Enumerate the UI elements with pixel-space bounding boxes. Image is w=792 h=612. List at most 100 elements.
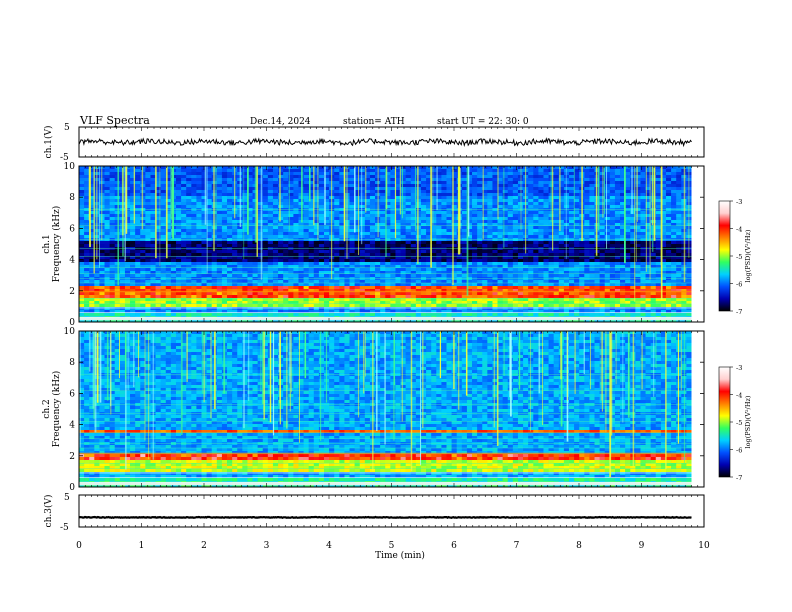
spectrogram-cell — [482, 256, 488, 260]
spectrogram-cell — [278, 223, 284, 227]
spectrogram-cell — [477, 214, 483, 218]
spectrogram-cell — [630, 286, 636, 290]
spectrogram-cell — [247, 274, 253, 278]
spectrogram-cell — [380, 217, 386, 221]
spectrogram-cell — [288, 271, 294, 275]
spectrogram-cell — [145, 169, 151, 173]
spectrogram-cell — [635, 169, 641, 173]
spectrogram-cell — [614, 244, 621, 248]
spectrogram-cell — [191, 205, 197, 209]
spectrogram-cell — [380, 178, 386, 182]
spectrogram-cell — [477, 202, 483, 206]
spectrogram-cell — [252, 250, 258, 254]
spectrogram-cell — [436, 250, 442, 254]
spectrogram-cell — [114, 190, 121, 194]
spectrogram-cell — [288, 229, 294, 233]
spectrogram-cell — [196, 181, 202, 185]
spectrogram-cell — [635, 286, 641, 290]
spectrogram-cell — [334, 166, 340, 170]
spectrogram-cell — [293, 226, 299, 230]
spectrogram-cell — [620, 262, 626, 266]
spectrogram-cell — [451, 250, 457, 254]
spectrogram-cell — [426, 262, 432, 266]
spectrogram-cell — [252, 256, 258, 260]
spectrogram-cell — [543, 190, 549, 194]
spectrogram-cell — [252, 262, 258, 266]
spectrogram-cell — [538, 217, 544, 221]
spectrogram-cell — [211, 253, 218, 257]
spectrogram-cell — [278, 286, 284, 290]
spectrogram-cell — [155, 199, 161, 203]
spectrogram-cell — [640, 232, 646, 236]
spectrogram-cell — [676, 244, 682, 248]
spectrogram-cell — [359, 169, 366, 173]
spectrogram-cell — [686, 271, 692, 275]
spectrogram-cell — [170, 253, 177, 257]
spectrogram-cell — [257, 220, 264, 224]
spectrogram-cell — [150, 217, 156, 221]
spectrogram-cell — [114, 196, 121, 200]
spectrogram-cell — [272, 220, 279, 224]
spectrogram-cell — [589, 229, 595, 233]
spectrogram-cell — [431, 193, 437, 197]
spectrogram-cell — [221, 283, 228, 287]
spectrogram-cell — [385, 283, 391, 287]
spectrogram-cell — [242, 283, 248, 287]
spectrogram-cell — [420, 259, 427, 263]
spectrogram-cell — [155, 217, 161, 221]
spectrogram-cell — [614, 268, 621, 272]
spectrogram-cell — [620, 241, 626, 245]
spectrogram-cell — [563, 241, 570, 245]
spectrogram-cell — [318, 175, 325, 179]
spectrogram-cell — [324, 265, 330, 269]
spectrogram-cell — [410, 178, 417, 182]
spectrogram-cell — [676, 205, 682, 209]
spectrogram-cell — [278, 280, 284, 284]
spectrogram-cell — [589, 217, 595, 221]
spectrogram-cell — [512, 223, 519, 227]
spectrogram-cell — [288, 199, 294, 203]
spectrogram-cell — [150, 265, 156, 269]
spectrogram-cell — [645, 253, 651, 257]
spectrogram-cell — [191, 196, 197, 200]
spectrogram-cell — [512, 229, 519, 233]
spectrogram-cell — [671, 214, 677, 218]
spectrogram-cell — [191, 226, 197, 230]
spectrogram-cell — [599, 277, 606, 281]
spectrogram-cell — [155, 166, 161, 170]
spectrogram-cell — [558, 187, 565, 191]
spectrogram-cell — [410, 226, 417, 230]
spectrogram-cell — [160, 244, 167, 248]
spectrogram-cell — [257, 283, 264, 287]
spectrogram-cell — [512, 259, 519, 263]
spectrogram-cell — [426, 253, 432, 257]
spectrogram-cell — [466, 286, 473, 290]
spectrogram-cell — [671, 193, 677, 197]
spectrogram-cell — [181, 289, 187, 293]
spectrogram-cell — [247, 262, 253, 266]
spectrogram-cell — [574, 238, 580, 242]
spectrogram-cell — [191, 244, 197, 248]
spectrogram-cell — [288, 262, 294, 266]
spectrogram-cell — [221, 268, 228, 272]
spectrogram-cell — [441, 199, 447, 203]
spectrogram-cell — [354, 184, 361, 188]
spectrogram-cell — [441, 265, 447, 269]
spectrogram-cell — [512, 196, 519, 200]
spectrogram-cell — [293, 283, 299, 287]
spectrogram-cell — [533, 241, 539, 245]
spectrogram-cell — [155, 244, 161, 248]
spectrogram-cell — [206, 283, 212, 287]
spectrogram-cell — [124, 241, 131, 245]
spectrogram-cell — [186, 199, 192, 203]
spectrogram-cell — [160, 199, 167, 203]
spectrogram-cell — [574, 265, 580, 269]
spectrogram-cell — [502, 274, 509, 278]
spectrogram-cell — [563, 190, 570, 194]
spectrogram-cell — [181, 190, 187, 194]
spectrogram-cell — [502, 166, 509, 170]
spectrogram-cell — [395, 235, 401, 239]
spectrogram-cell — [79, 196, 85, 200]
spectrogram-cell — [160, 232, 167, 236]
spectrogram-cell — [497, 235, 503, 239]
